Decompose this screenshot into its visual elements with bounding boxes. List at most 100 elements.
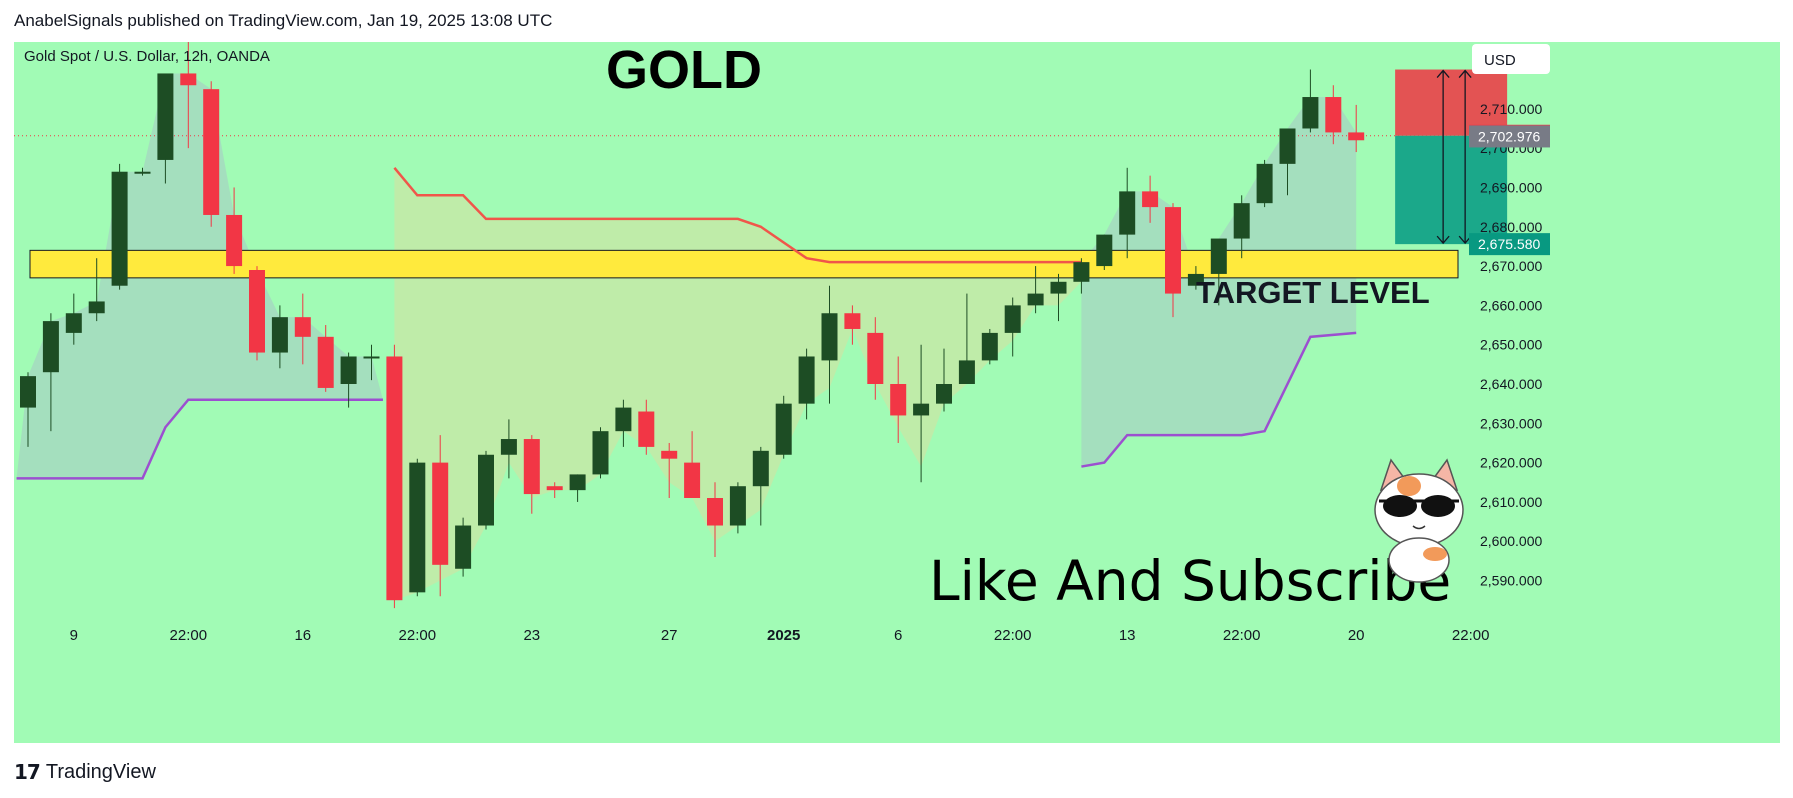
cat-mascot-icon xyxy=(1374,458,1464,583)
candle xyxy=(65,293,82,345)
time-axis: 9 22:00 16 22:00 23 27 2025 6 22:00 13 22:00 20 22:0… xyxy=(70,627,1490,644)
candle-body xyxy=(1142,191,1159,208)
x-tick-label: 13 xyxy=(1119,627,1136,644)
cat-arm-patch xyxy=(1423,547,1447,561)
candle-body xyxy=(226,214,243,267)
like-subscribe-label: Like And Subscribe xyxy=(929,549,1451,613)
candle-body xyxy=(1210,238,1227,274)
candle-body xyxy=(455,525,472,569)
candle xyxy=(936,348,952,412)
candle xyxy=(226,187,243,274)
candles xyxy=(20,42,1365,609)
y-tick-label: 2,610.000 xyxy=(1480,494,1542,510)
price-axis: 2,590.000 2,600.000 2,610.000 2,620.000 2,63… xyxy=(1469,44,1550,589)
candle-body xyxy=(363,356,380,359)
candle-body xyxy=(890,384,907,416)
candle-body xyxy=(1325,97,1342,133)
candle-body xyxy=(409,462,426,593)
candle xyxy=(684,431,701,498)
position-arrow-head xyxy=(1458,69,1472,78)
candle xyxy=(798,348,815,420)
candle xyxy=(707,482,723,557)
candle-body xyxy=(936,384,952,404)
candle xyxy=(546,482,563,498)
candle xyxy=(88,258,105,322)
candle-body xyxy=(821,313,838,361)
candle xyxy=(1027,266,1044,314)
y-tick-label: 2,680.000 xyxy=(1480,219,1542,235)
cat-glasses-left xyxy=(1383,495,1417,517)
candle xyxy=(1302,69,1319,133)
candle xyxy=(20,372,36,447)
candle xyxy=(1210,238,1227,306)
publisher-header: AnabelSignals published on TradingView.c… xyxy=(14,11,553,30)
tradingview-footer[interactable]: 𝟭𝟳 TradingView xyxy=(14,760,156,785)
y-tick-label: 2,670.000 xyxy=(1480,258,1542,274)
candle xyxy=(1165,203,1181,318)
candle xyxy=(661,442,678,498)
price-tag-label: 2,702.976 xyxy=(1478,128,1540,144)
x-tick-label: 23 xyxy=(523,627,540,644)
candle xyxy=(157,73,174,184)
candle xyxy=(775,395,792,459)
upper-band-fill xyxy=(394,167,1082,601)
candle-body xyxy=(707,498,723,526)
candle xyxy=(821,285,838,404)
candlestick-chart[interactable]: 2,590.000 2,600.000 2,610.000 2,620.000 2,63… xyxy=(14,42,1780,743)
candle xyxy=(1073,258,1090,294)
candle-body xyxy=(546,486,563,491)
symbol-label: Gold Spot / U.S. Dollar, 12h, OANDA xyxy=(24,48,270,65)
candle xyxy=(409,458,426,597)
x-tick-label: 27 xyxy=(661,627,678,644)
candle xyxy=(981,328,998,365)
price-tag-bg xyxy=(1469,233,1550,256)
candle-body xyxy=(913,403,930,416)
cat-mouth xyxy=(1412,525,1426,530)
price-tag-label: 2,675.580 xyxy=(1478,236,1540,252)
candle xyxy=(638,399,655,455)
y-tick-label: 2,620.000 xyxy=(1480,455,1542,471)
candle-body xyxy=(1165,207,1181,294)
candle xyxy=(569,474,586,502)
candle-body xyxy=(294,317,311,337)
candle-body xyxy=(752,450,769,487)
candle xyxy=(890,356,907,443)
candle-body xyxy=(1073,262,1090,282)
candle-body xyxy=(1348,132,1365,141)
candle xyxy=(500,419,517,479)
chart-panel[interactable]: 2,590.000 2,600.000 2,610.000 2,620.000 2,63… xyxy=(14,42,1780,743)
candle xyxy=(386,344,403,609)
candle-body xyxy=(844,313,861,329)
candle xyxy=(592,427,609,479)
candle-body xyxy=(1027,293,1044,306)
candle xyxy=(294,293,311,365)
candle xyxy=(271,305,288,369)
candle-body xyxy=(981,332,998,361)
candle xyxy=(1050,273,1067,322)
candle xyxy=(1256,159,1273,208)
candle-body xyxy=(180,73,197,86)
currency-selector[interactable]: USD xyxy=(1472,44,1550,74)
candle-body xyxy=(432,462,449,565)
candle-body xyxy=(1187,273,1204,286)
candle xyxy=(1233,195,1250,259)
y-tick-label: 2,690.000 xyxy=(1480,179,1542,195)
x-tick-label: 20 xyxy=(1348,627,1365,644)
x-tick-label: 6 xyxy=(894,627,902,644)
candle-body xyxy=(340,356,357,384)
price-tag-bg xyxy=(1469,125,1550,148)
x-tick-label: 22:00 xyxy=(994,627,1032,644)
candle-body xyxy=(111,171,128,286)
position-stop-zone xyxy=(1395,69,1508,136)
x-tick-label: 2025 xyxy=(767,627,800,644)
candle-body xyxy=(592,431,609,475)
candle xyxy=(729,482,746,534)
candle-body xyxy=(386,356,403,601)
candle xyxy=(134,167,151,176)
x-tick-label: 16 xyxy=(294,627,311,644)
cat-glasses-right xyxy=(1421,495,1455,517)
candle xyxy=(203,81,220,227)
price-tag: 2,675.580 xyxy=(1469,233,1550,256)
candle xyxy=(867,317,884,400)
position-target-zone xyxy=(1395,135,1508,245)
